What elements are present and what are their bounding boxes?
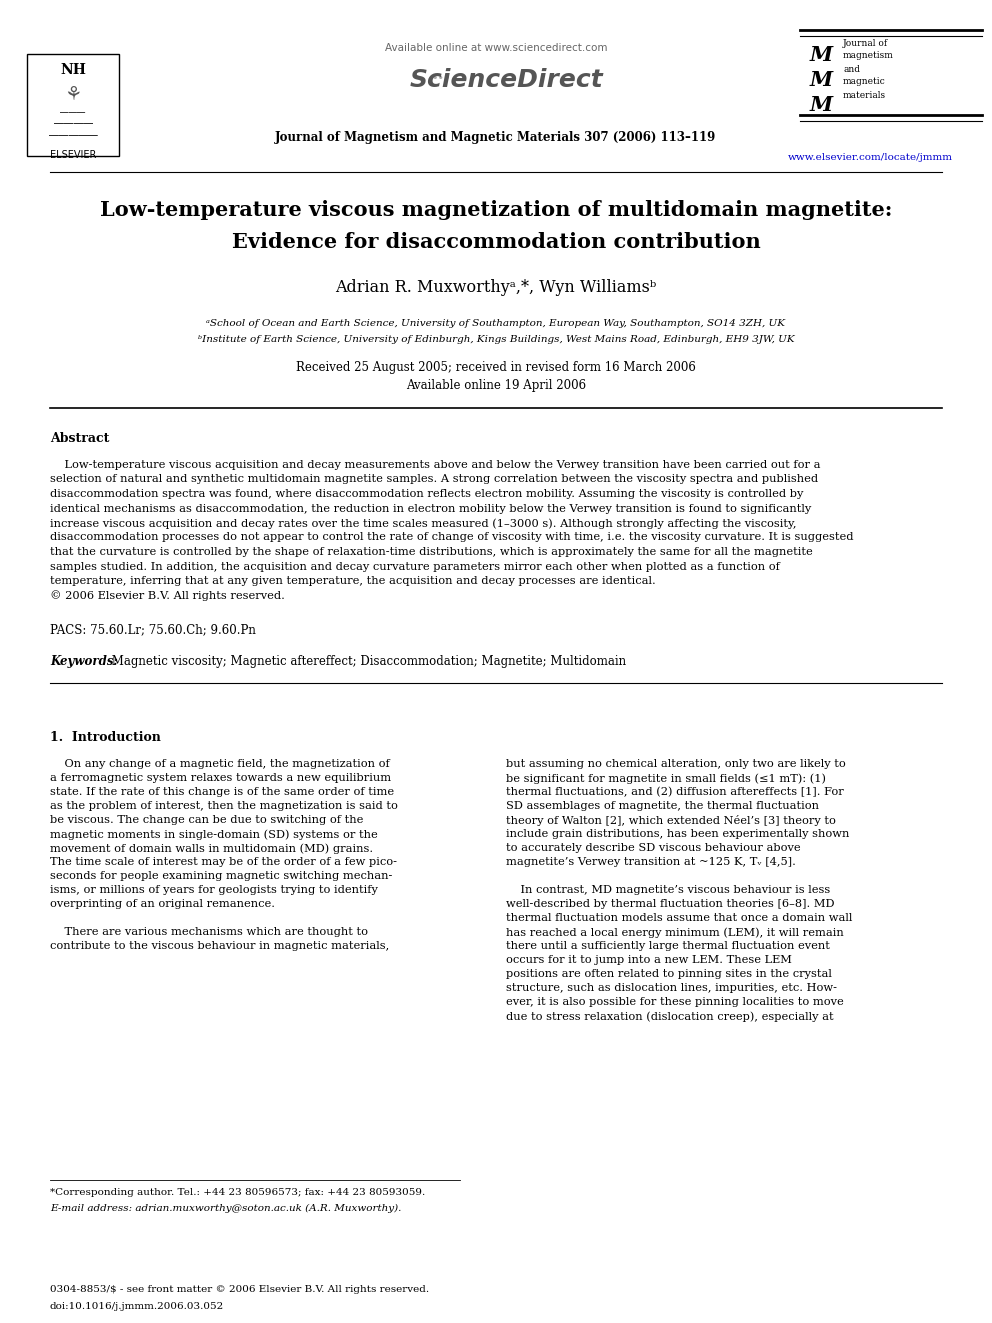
- Text: positions are often related to pinning sites in the crystal: positions are often related to pinning s…: [506, 968, 832, 979]
- Text: ᵇInstitute of Earth Science, University of Edinburgh, Kings Buildings, West Main: ᵇInstitute of Earth Science, University …: [197, 336, 795, 344]
- Text: thermal fluctuation models assume that once a domain wall: thermal fluctuation models assume that o…: [506, 913, 852, 923]
- Text: Journal of: Journal of: [843, 38, 888, 48]
- Text: samples studied. In addition, the acquisition and decay curvature parameters mir: samples studied. In addition, the acquis…: [50, 561, 780, 572]
- Text: selection of natural and synthetic multidomain magnetite samples. A strong corre: selection of natural and synthetic multi…: [50, 475, 818, 484]
- Text: theory of Walton [2], which extended Néel’s [3] theory to: theory of Walton [2], which extended Née…: [506, 815, 836, 826]
- FancyBboxPatch shape: [27, 54, 119, 156]
- Text: ᵃSchool of Ocean and Earth Science, University of Southampton, European Way, Sou: ᵃSchool of Ocean and Earth Science, Univ…: [206, 319, 786, 328]
- Text: NH: NH: [61, 64, 86, 77]
- Text: to accurately describe SD viscous behaviour above: to accurately describe SD viscous behavi…: [506, 843, 801, 853]
- Text: magnetic: magnetic: [843, 78, 886, 86]
- Text: 1.  Introduction: 1. Introduction: [50, 732, 161, 744]
- Text: Abstract: Abstract: [50, 433, 109, 445]
- Text: isms, or millions of years for geologists trying to identify: isms, or millions of years for geologist…: [50, 885, 378, 894]
- Text: Available online at www.sciencedirect.com: Available online at www.sciencedirect.co…: [385, 44, 607, 53]
- Text: Keywords:: Keywords:: [50, 655, 118, 668]
- Text: ScienceDirect: ScienceDirect: [409, 67, 603, 93]
- Text: Journal of Magnetism and Magnetic Materials 307 (2006) 113–119: Journal of Magnetism and Magnetic Materi…: [276, 131, 716, 144]
- Text: well-described by thermal fluctuation theories [6–8]. MD: well-described by thermal fluctuation th…: [506, 900, 834, 909]
- Text: magnetic moments in single-domain (SD) systems or the: magnetic moments in single-domain (SD) s…: [50, 830, 378, 840]
- Text: magnetite’s Verwey transition at ~125 K, Tᵥ [4,5].: magnetite’s Verwey transition at ~125 K,…: [506, 857, 796, 867]
- Text: *Corresponding author. Tel.: +44 23 80596573; fax: +44 23 80593059.: *Corresponding author. Tel.: +44 23 8059…: [50, 1188, 426, 1197]
- Text: movement of domain walls in multidomain (MD) grains.: movement of domain walls in multidomain …: [50, 843, 373, 853]
- Text: structure, such as dislocation lines, impurities, etc. How-: structure, such as dislocation lines, im…: [506, 983, 837, 994]
- Text: increase viscous acquisition and decay rates over the time scales measured (1–30: increase viscous acquisition and decay r…: [50, 519, 797, 529]
- Text: There are various mechanisms which are thought to: There are various mechanisms which are t…: [50, 927, 368, 937]
- Text: 0304-8853/$ - see front matter © 2006 Elsevier B.V. All rights reserved.: 0304-8853/$ - see front matter © 2006 El…: [50, 1285, 430, 1294]
- Text: a ferromagnetic system relaxes towards a new equilibrium: a ferromagnetic system relaxes towards a…: [50, 773, 391, 783]
- Text: M: M: [810, 95, 833, 115]
- Text: be significant for magnetite in small fields (≤1 mT): (1): be significant for magnetite in small fi…: [506, 773, 826, 783]
- Text: © 2006 Elsevier B.V. All rights reserved.: © 2006 Elsevier B.V. All rights reserved…: [50, 590, 285, 601]
- Text: disaccommodation processes do not appear to control the rate of change of viscos: disaccommodation processes do not appear…: [50, 532, 853, 542]
- Text: temperature, inferring that at any given temperature, the acquisition and decay : temperature, inferring that at any given…: [50, 576, 656, 586]
- Text: Magnetic viscosity; Magnetic aftereffect; Disaccommodation; Magnetite; Multidoma: Magnetic viscosity; Magnetic aftereffect…: [108, 655, 626, 668]
- Text: materials: materials: [843, 90, 886, 99]
- Text: disaccommodation spectra was found, where disaccommodation reflects electron mob: disaccommodation spectra was found, wher…: [50, 490, 804, 499]
- Text: include grain distributions, has been experimentally shown: include grain distributions, has been ex…: [506, 830, 849, 839]
- Text: SD assemblages of magnetite, the thermal fluctuation: SD assemblages of magnetite, the thermal…: [506, 800, 819, 811]
- Text: In contrast, MD magnetite’s viscous behaviour is less: In contrast, MD magnetite’s viscous beha…: [506, 885, 830, 894]
- Text: be viscous. The change can be due to switching of the: be viscous. The change can be due to swi…: [50, 815, 363, 826]
- Text: On any change of a magnetic field, the magnetization of: On any change of a magnetic field, the m…: [50, 759, 390, 769]
- Text: due to stress relaxation (dislocation creep), especially at: due to stress relaxation (dislocation cr…: [506, 1011, 833, 1021]
- Text: has reached a local energy minimum (LEM), it will remain: has reached a local energy minimum (LEM)…: [506, 927, 844, 938]
- Text: overprinting of an original remanence.: overprinting of an original remanence.: [50, 900, 275, 909]
- Text: seconds for people examining magnetic switching mechan-: seconds for people examining magnetic sw…: [50, 871, 393, 881]
- Text: ever, it is also possible for these pinning localities to move: ever, it is also possible for these pinn…: [506, 998, 844, 1007]
- Text: state. If the rate of this change is of the same order of time: state. If the rate of this change is of …: [50, 787, 394, 796]
- Text: there until a sufficiently large thermal fluctuation event: there until a sufficiently large thermal…: [506, 941, 830, 951]
- Text: ―――: ―――: [61, 108, 85, 118]
- Text: www.elsevier.com/locate/jmmm: www.elsevier.com/locate/jmmm: [788, 153, 952, 163]
- Text: ELSEVIER: ELSEVIER: [50, 149, 96, 160]
- Text: Low-temperature viscous magnetization of multidomain magnetite:: Low-temperature viscous magnetization of…: [100, 200, 892, 220]
- Text: but assuming no chemical alteration, only two are likely to: but assuming no chemical alteration, onl…: [506, 759, 846, 769]
- Text: Received 25 August 2005; received in revised form 16 March 2006: Received 25 August 2005; received in rev…: [296, 361, 696, 374]
- Text: occurs for it to jump into a new LEM. These LEM: occurs for it to jump into a new LEM. Th…: [506, 955, 792, 964]
- Text: The time scale of interest may be of the order of a few pico-: The time scale of interest may be of the…: [50, 857, 397, 867]
- Text: Evidence for disaccommodation contribution: Evidence for disaccommodation contributi…: [231, 232, 761, 251]
- Text: that the curvature is controlled by the shape of relaxation-time distributions, : that the curvature is controlled by the …: [50, 546, 812, 557]
- Text: M: M: [810, 45, 833, 65]
- Text: Low-temperature viscous acquisition and decay measurements above and below the V: Low-temperature viscous acquisition and …: [50, 460, 820, 470]
- Text: thermal fluctuations, and (2) diffusion aftereffects [1]. For: thermal fluctuations, and (2) diffusion …: [506, 787, 844, 798]
- Text: magnetism: magnetism: [843, 52, 894, 61]
- Text: ――――: ――――: [54, 118, 92, 128]
- Text: •••: •••: [432, 73, 450, 83]
- Text: PACS: 75.60.Lr; 75.60.Ch; 9.60.Pn: PACS: 75.60.Lr; 75.60.Ch; 9.60.Pn: [50, 623, 256, 636]
- Text: as the problem of interest, then the magnetization is said to: as the problem of interest, then the mag…: [50, 800, 398, 811]
- Text: ―――――: ―――――: [49, 130, 97, 140]
- Text: identical mechanisms as disaccommodation, the reduction in electron mobility bel: identical mechanisms as disaccommodation…: [50, 504, 811, 513]
- Text: E-mail address: adrian.muxworthy@soton.ac.uk (A.R. Muxworthy).: E-mail address: adrian.muxworthy@soton.a…: [50, 1204, 402, 1213]
- Text: Available online 19 April 2006: Available online 19 April 2006: [406, 378, 586, 392]
- Text: doi:10.1016/j.jmmm.2006.03.052: doi:10.1016/j.jmmm.2006.03.052: [50, 1302, 224, 1311]
- Text: and: and: [843, 65, 860, 74]
- Text: contribute to the viscous behaviour in magnetic materials,: contribute to the viscous behaviour in m…: [50, 941, 389, 951]
- Text: ⚘: ⚘: [64, 86, 81, 105]
- Text: Adrian R. Muxworthyᵃ,*, Wyn Williamsᵇ: Adrian R. Muxworthyᵃ,*, Wyn Williamsᵇ: [335, 279, 657, 296]
- Text: M: M: [810, 70, 833, 90]
